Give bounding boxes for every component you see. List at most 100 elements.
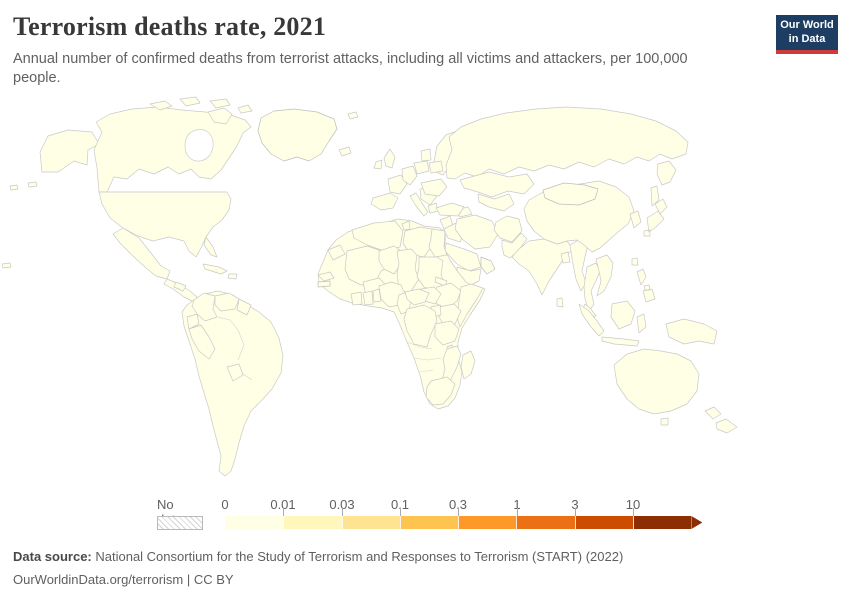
country-sakhalin[interactable] [650,185,660,207]
legend-tick-mark [575,508,576,516]
country-cuba[interactable] [202,263,228,275]
country-united-states[interactable] [98,191,232,258]
legend-swatch[interactable] [458,516,517,529]
country-ivory-coast[interactable] [350,291,363,306]
country-germany[interactable] [401,165,418,186]
country-aleutian-islands[interactable] [1,181,38,269]
legend-swatch[interactable] [516,516,575,529]
country-iberia[interactable] [370,192,399,211]
country-japan[interactable] [643,198,668,237]
country-colombia[interactable] [191,292,218,322]
country-united-kingdom[interactable] [383,148,396,169]
country-central-african-republic[interactable] [404,288,430,306]
country-svalbard[interactable] [347,111,359,120]
country-baffin-island[interactable] [207,107,233,125]
country-belarus[interactable] [428,160,444,174]
country-thailand[interactable] [583,262,601,312]
country-hispaniola[interactable] [227,273,238,280]
country-bangladesh[interactable] [560,251,571,264]
country-iceland[interactable] [338,146,352,157]
chart-footer: Data source: National Consortium for the… [13,547,623,591]
country-senegal[interactable] [317,271,335,282]
country-afghanistan[interactable] [493,215,523,243]
country-ghana[interactable] [362,290,374,306]
country-algeria[interactable] [351,220,404,252]
country-philippines[interactable] [636,268,656,303]
country-sulawesi[interactable] [636,313,647,334]
page-title: Terrorism deaths rate, 2021 [13,12,327,41]
country-dr-congo[interactable] [403,304,438,348]
country-oman[interactable] [480,256,496,275]
legend-tick: 0 [221,497,229,512]
country-arctic-islands[interactable] [149,96,253,114]
legend-swatch[interactable] [574,516,634,529]
country-tanzania[interactable] [434,320,460,346]
country-turkey[interactable] [435,202,465,217]
country-indochina[interactable] [595,254,614,297]
country-tasmania[interactable] [660,417,669,426]
country-kenya[interactable] [438,303,462,328]
legend-swatch[interactable] [633,516,692,529]
country-borneo[interactable] [610,300,636,330]
country-italy[interactable] [409,192,429,217]
country-saudi-arabia[interactable] [444,242,482,272]
legend-arrow [691,516,703,529]
country-ireland[interactable] [373,159,383,170]
country-russia[interactable] [445,106,689,180]
country-canada[interactable] [93,106,252,193]
country-france[interactable] [387,174,408,195]
legend-swatch[interactable] [225,516,284,529]
country-venezuela[interactable] [214,292,240,312]
country-india[interactable] [511,238,574,296]
country-chad[interactable] [396,248,420,295]
country-korea[interactable] [629,210,642,229]
legend-tick: 0.3 [448,497,468,512]
country-ecuador[interactable] [186,313,200,330]
country-paraguay[interactable] [226,363,244,382]
country-mongolia[interactable] [542,182,599,206]
owid-link-line[interactable]: OurWorldinData.org/terrorism | CC BY [13,571,234,587]
country-honduras[interactable] [173,281,187,292]
country-baltics[interactable] [420,148,432,162]
country-peru[interactable] [188,324,216,360]
owid-logo[interactable]: Our World in Data [776,15,838,54]
country-south-africa[interactable] [425,376,456,406]
country-western-sahara[interactable] [327,244,346,261]
country-new-guinea[interactable] [665,318,718,345]
country-florida[interactable] [203,236,218,258]
no-data-swatch[interactable] [157,516,203,530]
country-alaska[interactable] [39,129,100,173]
country-sri-lanka[interactable] [556,297,564,308]
legend-swatch[interactable] [399,516,459,529]
country-tunisia[interactable] [401,220,411,231]
country-central-asia[interactable] [477,193,515,212]
country-niger[interactable] [378,245,402,275]
country-somalia[interactable] [456,283,484,328]
country-new-zealand[interactable] [704,406,738,434]
country-ukraine[interactable] [420,178,448,197]
country-greenland[interactable] [257,108,338,162]
country-java[interactable] [601,336,640,347]
country-iran[interactable] [454,214,499,250]
data-source-line: Data source: National Consortium for the… [13,547,623,568]
country-australia[interactable] [613,348,700,415]
country-egypt[interactable] [428,228,448,258]
legend-tick: 1 [513,497,521,512]
country-mexico[interactable] [112,227,171,280]
country-gambia[interactable] [317,280,331,288]
country-poland[interactable] [413,160,430,175]
legend-tick-mark [633,508,634,516]
country-sumatra[interactable] [578,303,605,337]
country-kamchatka[interactable] [656,160,677,186]
legend-swatch[interactable] [341,516,400,529]
country-guyana[interactable] [236,298,252,316]
country-kazakhstan[interactable] [459,171,535,198]
owid-logo-red-bar [776,49,838,54]
country-taiwan[interactable] [631,257,639,266]
country-madagascar[interactable] [460,350,476,380]
legend-swatch[interactable] [283,516,342,529]
country-benin-togo[interactable] [372,288,382,303]
country-central-america[interactable] [163,278,198,303]
